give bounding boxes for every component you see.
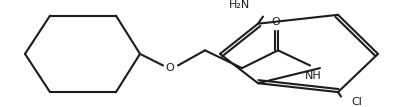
Text: O: O — [166, 63, 174, 73]
Text: H₂N: H₂N — [229, 0, 250, 10]
Text: NH: NH — [305, 71, 322, 81]
Text: Cl: Cl — [351, 97, 362, 107]
Text: O: O — [272, 17, 280, 27]
